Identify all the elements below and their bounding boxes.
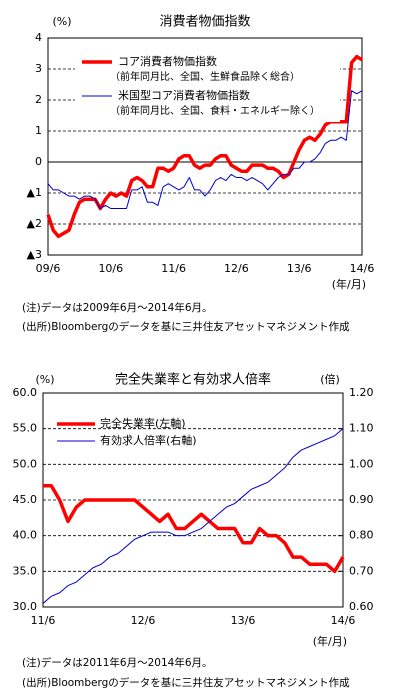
y-tick-label: ▲2 xyxy=(27,217,42,230)
x-axis-label: (年/月) xyxy=(332,277,366,291)
y-tick-label: 4 xyxy=(35,31,42,44)
x-tick-label: 10/6 xyxy=(98,262,123,275)
legend-label: コア消費者物価指数 xyxy=(118,54,217,68)
series-line xyxy=(47,90,363,209)
plot-frame xyxy=(42,392,344,608)
x-tick-label: 13/6 xyxy=(287,262,312,275)
y-tick-label: 2 xyxy=(35,93,42,106)
x-tick-label: 12/6 xyxy=(224,262,249,275)
y-axis-label: (%) xyxy=(52,15,71,28)
y2-tick-label: 1.00 xyxy=(349,457,374,470)
y-tick-label: 35.0 xyxy=(13,564,38,577)
y-tick-label: 40.0 xyxy=(13,529,38,542)
y-tick-label: 45.0 xyxy=(13,493,38,506)
x-tick-label: 14/6 xyxy=(350,262,375,275)
y-axis-label: (%) xyxy=(35,373,54,386)
x-tick-label: 11/6 xyxy=(161,262,186,275)
y2-tick-label: 1.10 xyxy=(349,422,374,435)
plot-frame xyxy=(47,37,363,256)
y-tick-label: ▲3 xyxy=(27,248,42,261)
x-tick-label: 13/6 xyxy=(231,614,256,627)
y-tick-label: 50.0 xyxy=(13,457,38,470)
y2-axis-label: (倍) xyxy=(320,372,340,386)
y-tick-label: 30.0 xyxy=(13,600,38,613)
y-tick-label: 3 xyxy=(35,62,42,75)
chart-title: 消費者物価指数 xyxy=(159,15,250,30)
y2-tick-label: 0.70 xyxy=(349,564,374,577)
x-tick-label: 12/6 xyxy=(131,614,156,627)
y2-tick-label: 1.20 xyxy=(349,386,374,399)
x-tick-label: 09/6 xyxy=(36,262,61,275)
y-tick-label: 0 xyxy=(35,155,42,168)
y2-tick-label: 0.80 xyxy=(349,529,374,542)
y2-tick-label: 0.90 xyxy=(349,493,374,506)
y-tick-label: ▲1 xyxy=(27,186,42,199)
note: (注)データは2011年6月～2014年6月。 xyxy=(22,656,213,669)
y-tick-label: 60.0 xyxy=(13,386,38,399)
y2-tick-label: 0.60 xyxy=(349,600,374,613)
note: (注)データは2009年6月～2014年6月。 xyxy=(22,301,213,314)
x-tick-label: 11/6 xyxy=(31,614,56,627)
x-axis-label: (年/月) xyxy=(313,634,347,648)
y-tick-label: 1 xyxy=(35,124,42,137)
legend-note: （前年同月比、全国、生鮮食品除く総合） xyxy=(110,70,300,83)
legend-box xyxy=(75,50,340,122)
legend-label: 有効求人倍率(右軸) xyxy=(100,433,197,447)
legend-note: （前年同月比、全国、食料・エネルギー除く） xyxy=(110,104,320,117)
x-tick-label: 14/6 xyxy=(331,614,356,627)
note: (出所)Bloombergのデータを基に三井住友アセットマネジメント作成 xyxy=(22,320,350,333)
series-line xyxy=(42,428,344,604)
chart-title: 完全失業率と有効求人倍率 xyxy=(115,372,271,388)
legend-label: 米国型コア消費者物価指数 xyxy=(118,88,250,102)
legend-label: 完全失業率(左軸) xyxy=(100,416,186,430)
series-line xyxy=(43,483,345,574)
note: (出所)Bloombergのデータを基に三井住友アセットマネジメント作成 xyxy=(22,676,350,689)
y-tick-label: 55.0 xyxy=(13,422,38,435)
